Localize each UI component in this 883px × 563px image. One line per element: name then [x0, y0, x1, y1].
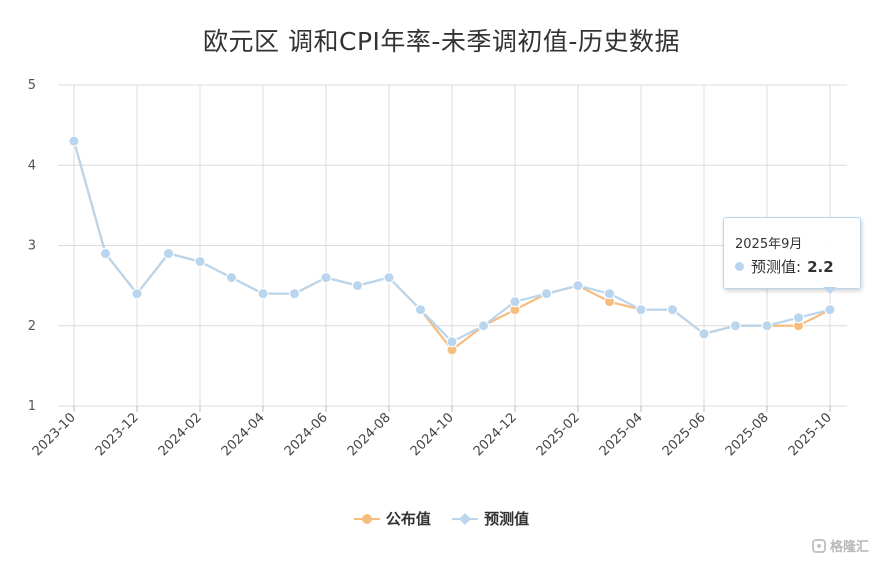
legend-item-published[interactable]: 公布值 [353, 508, 431, 529]
x-tick-label: 2025-04 [597, 410, 646, 459]
data-point-forecast [509, 296, 521, 308]
data-point-forecast [478, 320, 489, 332]
watermark-text: 格隆汇 [829, 540, 869, 555]
legend-swatch-forecast [452, 512, 479, 525]
data-point-forecast [698, 328, 710, 340]
data-point-forecast [667, 304, 678, 316]
data-point-forecast [257, 288, 269, 300]
tooltip-series-label: 预测值: [751, 258, 802, 276]
legend-label-forecast: 预测值 [484, 510, 530, 528]
x-tick-label: 2025-10 [786, 410, 835, 459]
tooltip-series-dot [735, 262, 744, 271]
data-point-forecast [541, 288, 552, 300]
gelonghui-logo-icon [811, 538, 826, 553]
tooltip-pointer [823, 287, 837, 294]
data-point-forecast [320, 272, 332, 284]
data-point-forecast [793, 312, 804, 324]
legend-item-forecast[interactable]: 预测值 [452, 508, 529, 529]
x-tick-label: 2025-06 [660, 410, 709, 459]
data-point-forecast [194, 256, 206, 268]
x-tick-label: 2025-08 [723, 410, 772, 459]
x-tick-label: 2024-04 [219, 410, 268, 459]
data-point-forecast [761, 320, 773, 332]
data-point-forecast [604, 288, 615, 300]
data-point-forecast [415, 304, 426, 316]
data-point-forecast [730, 320, 741, 332]
x-tick-label: 2025-02 [534, 410, 583, 459]
y-tick-label: 3 [28, 239, 36, 254]
tooltip-value: 2.2 [807, 257, 834, 276]
legend-label-published: 公布值 [385, 510, 431, 528]
data-point-forecast [163, 248, 174, 260]
data-point-forecast [635, 304, 647, 316]
data-point-forecast [383, 272, 395, 284]
watermark: 格隆汇 [811, 536, 869, 555]
data-tooltip: 2025年9月 预测值: 2.2 [723, 217, 861, 294]
data-point-forecast [100, 248, 111, 260]
axis-layer: 1 2 3 4 5 2023-10 2023-12 2024-02 2024-04 2024-06… [28, 78, 835, 459]
chart-legend: 公布值 预测值 [0, 508, 883, 529]
data-point-forecast [68, 135, 80, 147]
y-tick-label: 1 [28, 399, 36, 414]
grid-layer [58, 84, 847, 407]
y-tick-label: 4 [28, 158, 36, 173]
tooltip-date: 2025年9月 [735, 237, 803, 252]
y-tick-label: 5 [28, 78, 36, 93]
x-tick-label: 2024-12 [471, 410, 520, 459]
data-point-forecast [572, 280, 584, 292]
data-point-forecast [446, 336, 458, 348]
data-point-forecast [226, 272, 237, 284]
x-tick-label: 2024-06 [282, 410, 331, 459]
data-point-forecast [824, 304, 836, 316]
x-tick-label: 2024-08 [345, 410, 394, 459]
data-point-forecast [131, 288, 143, 300]
tooltip-row: 预测值: 2.2 [735, 256, 834, 277]
x-tick-label: 2023-12 [93, 410, 142, 459]
x-tick-label: 2023-10 [30, 410, 79, 459]
x-tick-label: 2024-10 [408, 410, 457, 459]
data-point-forecast [352, 280, 363, 292]
x-tick-label: 2024-02 [156, 410, 205, 459]
legend-swatch-published [353, 513, 380, 525]
data-point-forecast [289, 288, 300, 300]
y-tick-label: 2 [28, 319, 36, 334]
series-layer [68, 135, 836, 356]
chart-title: 欧元区 调和CPI年率-未季调初值-历史数据 [203, 27, 680, 56]
